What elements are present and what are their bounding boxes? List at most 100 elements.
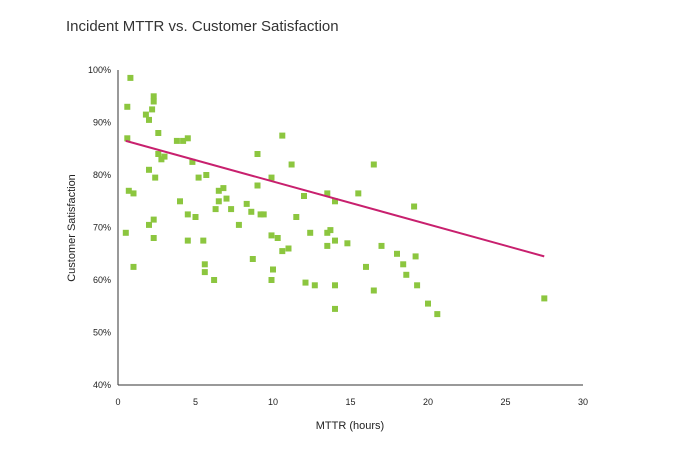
data-point xyxy=(173,137,180,144)
data-point xyxy=(184,135,191,142)
data-point xyxy=(268,232,275,239)
chart-title: Incident MTTR vs. Customer Satisfaction xyxy=(66,18,339,35)
data-point xyxy=(412,253,419,260)
data-point xyxy=(400,261,407,268)
y-tick-labels: 40% 50% 60% 70% 80% 90% 100% xyxy=(88,65,111,390)
data-point xyxy=(130,263,137,270)
data-point xyxy=(279,132,286,139)
x-axis-label: MTTR (hours) xyxy=(316,420,384,432)
data-point xyxy=(146,221,152,228)
data-point xyxy=(124,135,131,142)
data-point xyxy=(327,227,334,234)
data-point xyxy=(378,242,385,249)
data-point xyxy=(268,174,275,181)
data-point xyxy=(311,282,318,289)
data-point xyxy=(248,208,255,215)
data-point xyxy=(394,250,400,257)
data-point xyxy=(370,287,377,294)
data-point xyxy=(288,161,295,168)
y-tick-label: 90% xyxy=(93,118,111,128)
trendline-group xyxy=(125,139,545,258)
data-point xyxy=(254,182,261,189)
data-point xyxy=(268,277,275,283)
data-point xyxy=(228,206,235,213)
data-point xyxy=(235,221,242,228)
data-point xyxy=(307,229,314,236)
x-tick-label: 0 xyxy=(115,397,120,407)
y-tick-label: 40% xyxy=(93,380,111,390)
x-tick-label: 30 xyxy=(578,397,588,407)
data-point xyxy=(212,206,219,213)
data-points xyxy=(122,74,548,318)
data-point xyxy=(161,153,168,160)
data-point xyxy=(324,190,331,197)
data-point xyxy=(332,305,338,312)
y-tick-label: 50% xyxy=(93,328,111,338)
data-point xyxy=(195,174,202,181)
data-point xyxy=(125,187,132,194)
data-point xyxy=(150,235,157,241)
data-point xyxy=(142,111,149,118)
data-point xyxy=(215,187,222,194)
data-point xyxy=(249,256,256,262)
y-axis-label: Customer Satisfaction xyxy=(66,174,78,282)
x-tick-label: 20 xyxy=(423,397,433,407)
y-tick-label: 70% xyxy=(93,223,111,233)
x-tick-label: 15 xyxy=(345,397,355,407)
trendline xyxy=(125,139,545,258)
data-point xyxy=(177,198,183,205)
data-point xyxy=(254,151,261,157)
data-point xyxy=(541,295,548,302)
data-point xyxy=(243,200,250,207)
data-point xyxy=(201,269,208,276)
data-point xyxy=(124,103,131,110)
data-point xyxy=(285,245,292,252)
x-tick-label: 10 xyxy=(268,397,278,407)
data-point xyxy=(155,130,162,136)
data-point xyxy=(355,190,362,197)
data-point xyxy=(403,271,410,278)
data-point xyxy=(363,263,369,270)
data-point xyxy=(203,172,210,178)
data-point xyxy=(130,190,137,197)
data-point xyxy=(220,185,227,192)
y-tick-label: 100% xyxy=(88,65,111,75)
data-point xyxy=(158,156,165,163)
data-point xyxy=(146,166,152,173)
data-point xyxy=(324,229,331,236)
data-point xyxy=(257,211,264,218)
data-point xyxy=(411,203,418,210)
axes xyxy=(117,70,583,386)
data-point xyxy=(332,237,338,244)
data-point xyxy=(201,261,208,268)
data-point xyxy=(189,158,196,165)
data-point xyxy=(260,211,267,218)
data-point xyxy=(223,195,230,202)
data-point xyxy=(149,106,156,113)
data-point xyxy=(293,214,300,220)
data-point xyxy=(155,151,162,157)
y-tick-label: 60% xyxy=(93,275,111,285)
data-point xyxy=(152,174,159,181)
data-point xyxy=(332,282,338,289)
x-tick-labels: 0 5 10 15 20 25 30 xyxy=(115,397,588,407)
data-point xyxy=(414,282,421,289)
data-point xyxy=(301,193,307,199)
data-point xyxy=(184,211,191,218)
data-point xyxy=(127,74,134,81)
data-point xyxy=(211,277,218,283)
data-point xyxy=(434,311,441,318)
data-point xyxy=(370,161,377,168)
data-point xyxy=(279,248,286,255)
y-tick-label: 80% xyxy=(93,170,111,180)
data-point xyxy=(150,216,157,223)
data-point xyxy=(184,237,191,244)
data-point xyxy=(302,279,309,286)
data-point xyxy=(324,242,331,249)
data-point xyxy=(180,137,187,144)
data-point xyxy=(146,116,152,123)
data-point xyxy=(425,300,431,307)
x-tick-label: 25 xyxy=(500,397,510,407)
data-point xyxy=(344,240,351,247)
